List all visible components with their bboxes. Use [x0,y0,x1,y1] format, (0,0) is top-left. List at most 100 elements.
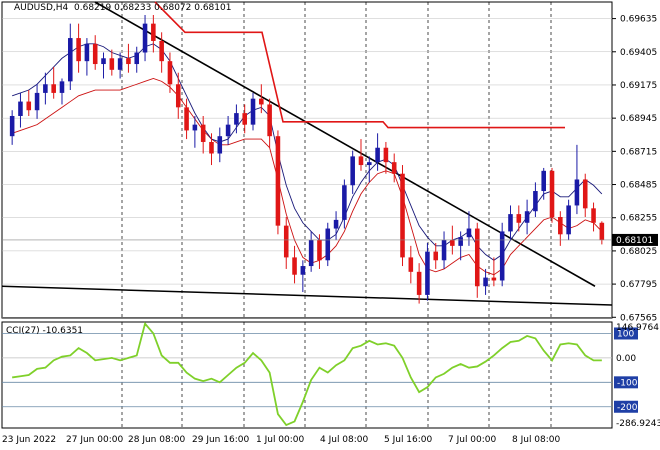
cci-level-text: 100 [617,329,634,339]
bull-candle [367,162,372,166]
bear-candle [109,58,115,70]
cci-level-tag [614,376,638,389]
bear-candle [474,228,480,287]
time-axis-label: 29 Jun 16:00 [192,435,249,445]
time-axis-label: 23 Jun 2022 [2,435,56,445]
bull-candle [84,43,90,62]
price-axis-label: 0.69175 [620,81,657,91]
cci-scale-label: -286.9243 [616,419,660,429]
bull-candle [325,228,331,261]
bull-candle [499,231,505,281]
price-axis-label: 0.68945 [620,114,657,124]
bear-candle [175,84,181,108]
time-axis-label: 5 Jul 16:00 [384,435,433,445]
bull-candle [524,211,530,223]
bear-candle [408,257,414,272]
bull-candle [217,136,223,154]
cci-scale-label: 0.00 [616,354,636,364]
bull-candle [574,179,580,206]
bull-candle [441,240,447,261]
fast-moving-average [12,43,603,261]
bear-candle [292,257,297,275]
bull-candle [566,205,571,235]
bear-candle [259,98,264,105]
resistance-stepline [154,1,565,129]
price-axis-label: 0.68025 [620,247,657,257]
cci-scale-label: 146.9764 [616,323,659,333]
bull-candle [308,240,314,267]
bull-candle [508,214,513,232]
cci-level-tag [614,400,638,413]
bear-candle [159,40,164,62]
time-axis-label: 27 Jun 00:00 [66,435,123,445]
bull-candle [250,98,256,125]
bear-candle [558,216,563,235]
price-axis-label: 0.69635 [620,15,657,25]
cci-line [12,321,602,427]
bear-candle [184,107,189,131]
time-axis-label: 4 Jul 08:00 [320,435,369,445]
price-axis-label: 0.67795 [620,280,657,290]
bear-candle [599,222,605,241]
bull-candle [300,266,306,275]
bear-candle [582,179,588,209]
bull-candle [142,23,148,53]
price-axis-label: 0.68715 [620,147,657,157]
bull-candle [234,113,239,125]
bear-candle [383,147,389,163]
price-axis-label: 0.68255 [620,214,657,224]
bull-candle [483,277,488,287]
bear-candle [317,240,322,261]
bear-candle [167,61,173,85]
bear-candle [126,58,131,65]
price-axis-label: 0.68485 [620,181,657,191]
bear-candle [358,156,364,166]
chart-header: AUDUSD,H4 0.68219 0.68233 0.68072 0.6810… [14,3,231,13]
cci-level-text: -100 [617,378,638,388]
bull-candle [59,81,65,93]
price-axis-label: 0.69405 [620,48,657,58]
bull-candle [350,156,355,186]
bull-candle [342,185,347,220]
bear-candle [51,84,56,93]
cci-level-tag [614,327,638,340]
bull-candle [466,228,472,238]
bull-candle [192,124,198,131]
bear-candle [92,43,98,65]
bear-candle [416,271,422,295]
slow-moving-average [12,77,603,276]
time-axis-label: 1 Jul 00:00 [256,435,305,445]
bull-candle [541,170,546,192]
cci-panel-frame [1,321,613,429]
time-axis-label: 28 Jun 08:00 [128,435,185,445]
bear-candle [549,170,555,217]
bull-candle [458,237,463,246]
bull-candle [101,58,106,65]
bull-candle [9,115,15,137]
bear-candle [433,251,439,261]
bull-candle [43,84,48,93]
current-price-text: 0.68101 [616,236,653,246]
bull-candle [18,101,23,116]
bear-candle [242,113,247,125]
bear-candle [391,162,397,174]
bull-candle [68,38,73,82]
bull-candle [134,52,140,65]
bull-candle [225,124,231,137]
bear-candle [267,104,272,137]
bear-candle [209,141,214,154]
bull-candle [34,92,40,111]
bear-candle [283,225,289,258]
descending-trendline [94,1,596,287]
bear-candle [516,214,522,223]
bull-candle [333,219,339,229]
bull-candle [375,147,380,163]
ohlc-values: 0.68219 0.68233 0.68072 0.68101 [74,3,232,13]
current-price-tag [612,233,658,246]
time-axis-label: 7 Jul 00:00 [448,435,497,445]
bull-candle [533,191,538,212]
price-axis-label: 0.67565 [620,313,657,323]
bear-candle [151,23,156,41]
bear-candle [275,136,281,226]
